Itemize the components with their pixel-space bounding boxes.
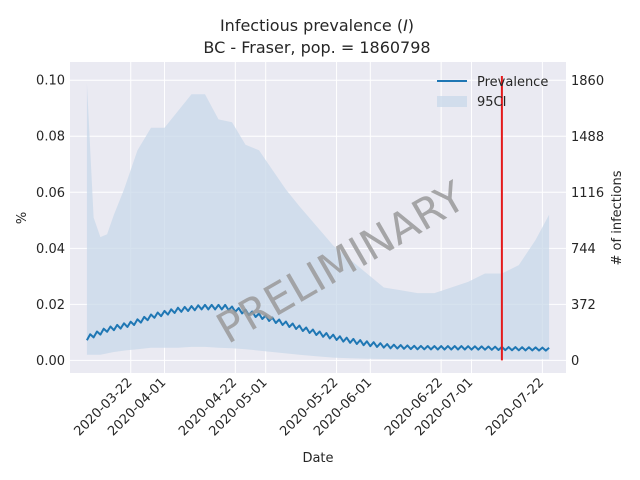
x-axis-label: Date (302, 451, 333, 466)
prevalence-line (86, 303, 550, 352)
x-tick-label: 2020-07-22 (483, 375, 547, 439)
chart-title-prefix: Infectious prevalence ( (220, 16, 403, 35)
y-tick-label: 0.00 (36, 354, 65, 369)
legend-95ci-swatch (437, 96, 467, 107)
y-tick-label: 0.08 (36, 130, 65, 145)
ci-band (86, 83, 550, 360)
chart-title-line2: BC - Fraser, pop. = 1860798 (203, 38, 430, 57)
chart-title-variable: I (403, 16, 408, 35)
y-right-tick-label: 1488 (571, 130, 604, 145)
y-right-tick-label: 372 (571, 298, 596, 313)
y-right-tick-label: 1860 (571, 74, 604, 89)
y-right-tick-label: 0 (571, 354, 579, 369)
y-tick-label: 0.02 (36, 298, 65, 313)
chart-title-suffix: ) (408, 16, 414, 35)
y-tick-label: 0.10 (36, 74, 65, 89)
y-axis-right: 0 372 744 1116 1488 1860 (571, 74, 604, 369)
legend-prevalence-label: Prevalence (477, 75, 548, 90)
y-right-tick-label: 1116 (571, 186, 604, 201)
y-axis-label-right: # of infections (610, 170, 625, 265)
y-right-tick-label: 744 (571, 242, 596, 257)
y-tick-label: 0.04 (36, 242, 65, 257)
y-tick-label: 0.06 (36, 186, 65, 201)
chart-title-line1: Infectious prevalence (I) (220, 16, 414, 35)
y-axis-label-left: % (15, 212, 30, 224)
plot-content (86, 76, 550, 361)
y-axis-left: 0.00 0.02 0.04 0.06 0.08 0.10 (36, 74, 65, 369)
legend: Prevalence 95CI (437, 75, 548, 110)
legend-95ci-label: 95CI (477, 95, 506, 110)
